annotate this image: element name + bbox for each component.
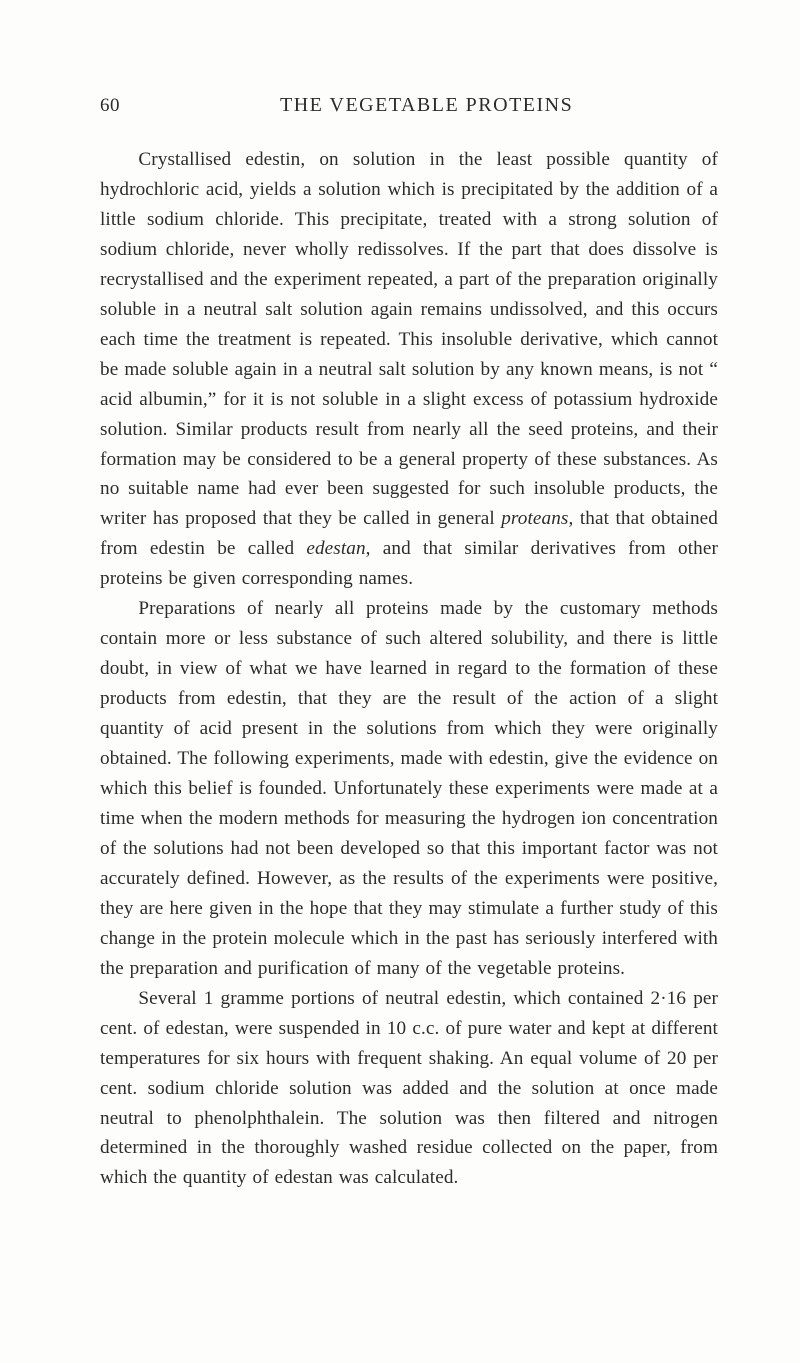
paragraph-1: Crystallised edestin, on solution in the… bbox=[100, 145, 718, 594]
body-text: Crystallised edestin, on solution in the… bbox=[100, 145, 718, 1193]
paragraph-2: Preparations of nearly all proteins made… bbox=[100, 594, 718, 983]
paragraph-3: Several 1 gramme portions of neutral ede… bbox=[100, 984, 718, 1194]
page-title: THE VEGETABLE PROTEINS bbox=[280, 94, 573, 117]
page-number: 60 bbox=[100, 95, 280, 117]
book-page: 60 THE VEGETABLE PROTEINS Crystallised e… bbox=[0, 0, 800, 1363]
running-header: 60 THE VEGETABLE PROTEINS bbox=[100, 94, 718, 117]
